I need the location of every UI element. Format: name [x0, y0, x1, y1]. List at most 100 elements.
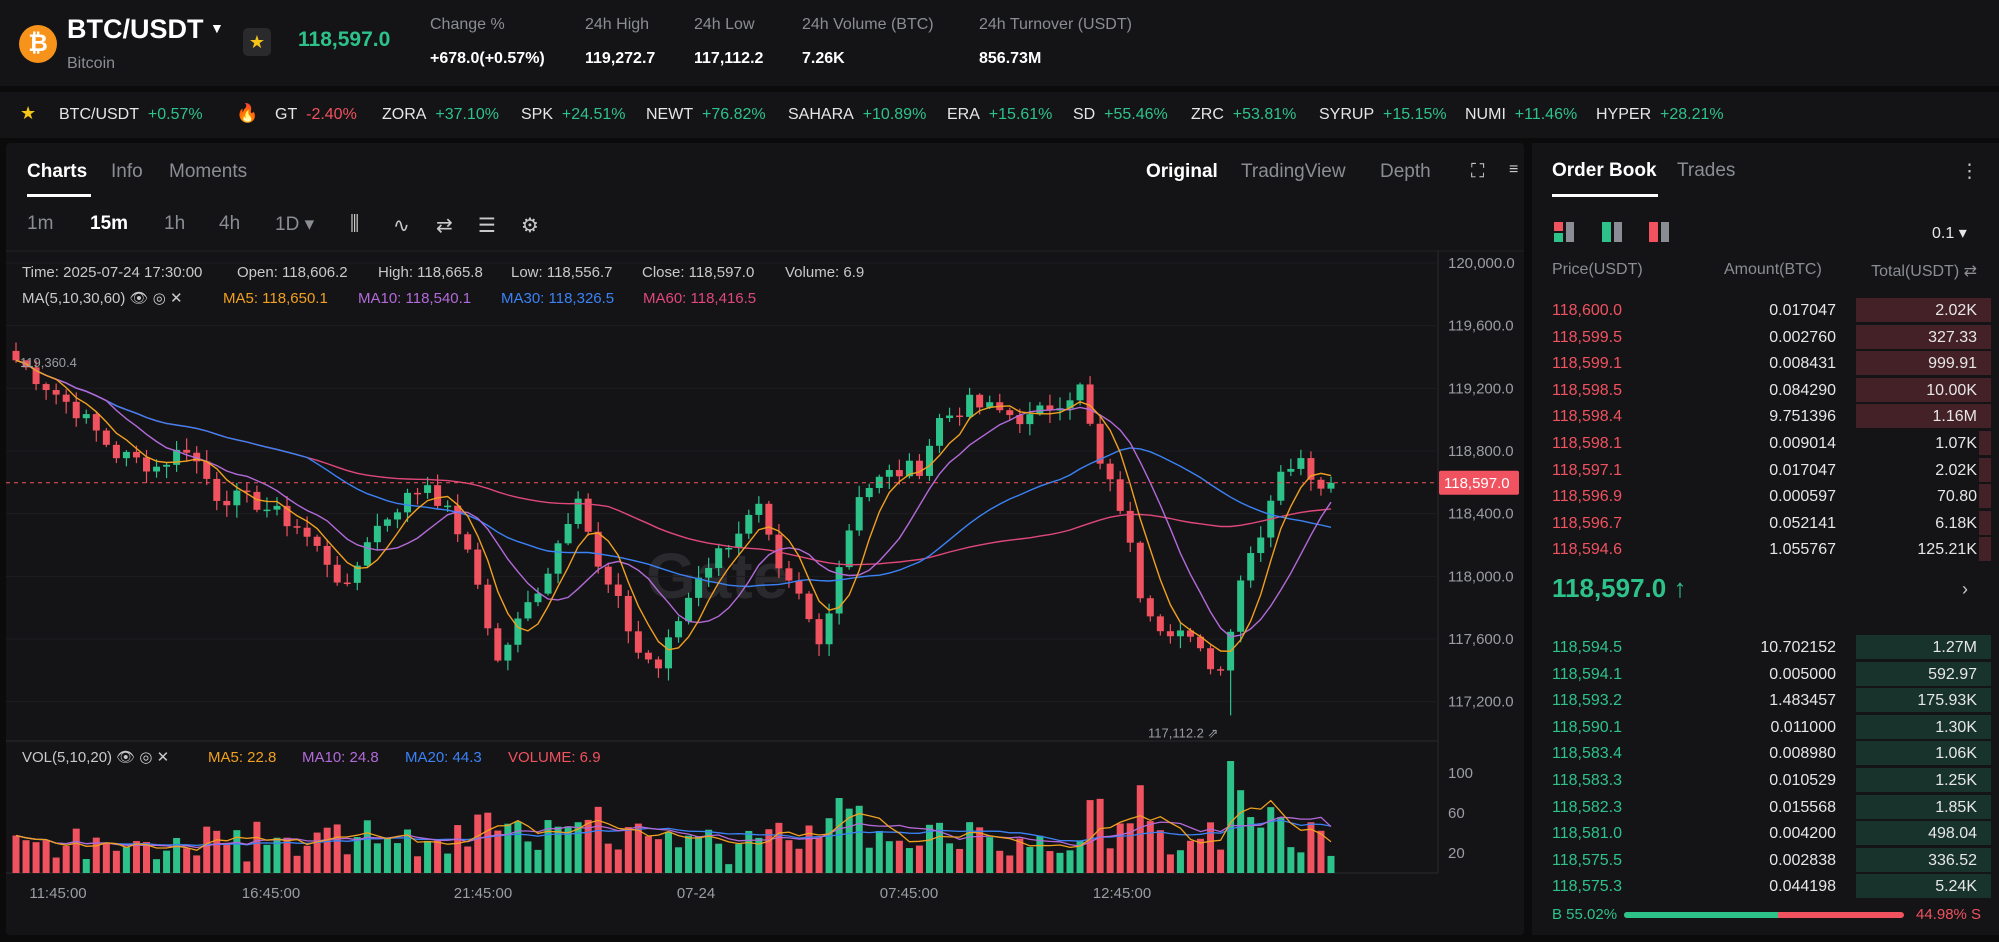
x-tick-label: 11:45:00 — [29, 885, 86, 902]
bid-row[interactable]: 118,582.3 0.015568 1.85K — [1532, 794, 1999, 820]
volume-bar — [1227, 761, 1235, 873]
candle-body — [1156, 616, 1164, 632]
tab-trades[interactable]: Trades — [1677, 160, 1736, 181]
timeframe-4h[interactable]: 4h — [219, 213, 241, 234]
settings-icon[interactable]: ⚙ — [521, 215, 539, 237]
timeframe-15m[interactable]: 15m — [90, 213, 129, 234]
indicator-icon[interactable]: ∿ — [393, 215, 410, 237]
ask-row[interactable]: 118,598.1 0.009014 1.07K — [1532, 430, 1999, 456]
volume-bar — [1056, 852, 1064, 873]
volume-bar — [112, 850, 120, 873]
volume-bar — [173, 837, 181, 873]
favorite-star-button[interactable]: ★ — [243, 28, 271, 56]
list-icon[interactable]: ☰ — [478, 215, 496, 237]
ma-legend-item: MA5: 118,650.1 — [223, 290, 328, 307]
tab-info[interactable]: Info — [111, 161, 143, 182]
price-tick-label: 117,600.0 — [1448, 631, 1514, 648]
ticker-item[interactable]: ZORA +37.10% — [382, 106, 499, 123]
x-tick-label: 16:45:00 — [242, 885, 300, 902]
tab-underline — [27, 194, 91, 197]
ticker-item[interactable]: BTC/USDT +0.57% — [59, 106, 203, 123]
view-depth[interactable]: Depth — [1380, 161, 1431, 182]
header-total[interactable]: Total(USDT) ⇄ — [1871, 263, 1977, 280]
candle-body — [303, 527, 311, 537]
candle-body — [12, 350, 20, 361]
volume-bar — [1307, 822, 1315, 873]
ticker-item[interactable]: SPK +24.51% — [521, 106, 626, 123]
depth-bar — [1856, 661, 1991, 686]
depth-bar — [1856, 688, 1991, 713]
ticker-item[interactable]: SD +55.46% — [1073, 106, 1168, 123]
ticker-item[interactable]: ZRC +53.81% — [1191, 106, 1297, 123]
bid-row[interactable]: 118,583.3 0.010529 1.25K — [1532, 767, 1999, 793]
bid-row[interactable]: 118,594.1 0.005000 592.97 — [1532, 661, 1999, 687]
precision-select[interactable]: 0.1 ▾ — [1932, 225, 1967, 242]
candle-body — [173, 449, 181, 465]
bid-row[interactable]: 118,583.4 0.008980 1.06K — [1532, 740, 1999, 766]
candle-body — [343, 582, 351, 585]
caret-down-icon[interactable]: ▼ — [210, 20, 224, 36]
candle-type-icon[interactable]: ⫼ — [350, 213, 360, 235]
asks-only-view-icon[interactable] — [1649, 222, 1671, 242]
tab-moments[interactable]: Moments — [169, 161, 248, 182]
bid-row[interactable]: 118,581.0 0.004200 498.04 — [1532, 820, 1999, 846]
volume-bar — [1166, 854, 1174, 873]
bid-row[interactable]: 118,594.5 10.702152 1.27M — [1532, 634, 1999, 660]
ask-row[interactable]: 118,596.7 0.052141 6.18K — [1532, 510, 1999, 536]
timeframe-1d[interactable]: 1D ▾ — [275, 214, 315, 235]
row-price: 118,594.1 — [1552, 665, 1622, 683]
ask-row[interactable]: 118,600.0 0.017047 2.02K — [1532, 297, 1999, 323]
ticker-item[interactable]: HYPER +28.21% — [1596, 106, 1724, 123]
row-price: 118,581.0 — [1552, 825, 1622, 843]
timeframe-1h[interactable]: 1h — [164, 213, 186, 234]
ask-row[interactable]: 118,597.1 0.017047 2.02K — [1532, 457, 1999, 483]
tab-charts[interactable]: Charts — [27, 161, 88, 182]
candlestick-chart[interactable]: Gate120,000.0119,600.0119,200.0118,800.0… — [6, 143, 1524, 935]
tab-order-book[interactable]: Order Book — [1552, 160, 1657, 181]
ticker-item[interactable]: NUMI +11.46% — [1465, 106, 1578, 123]
candle-body — [1106, 463, 1114, 480]
candle-body — [464, 534, 472, 550]
volume-bar — [333, 824, 341, 873]
ticker-item[interactable]: SYRUP +15.15% — [1319, 106, 1447, 123]
volume-tick-label: 60 — [1448, 805, 1465, 822]
view-tradingview[interactable]: TradingView — [1241, 161, 1346, 182]
view-original[interactable]: Original — [1146, 161, 1218, 182]
row-amount: 0.008431 — [1769, 355, 1836, 373]
ticker-item[interactable]: ERA +15.61% — [947, 106, 1053, 123]
bids-only-view-icon[interactable] — [1602, 222, 1624, 242]
candle-body — [735, 533, 743, 549]
ask-row[interactable]: 118,594.6 1.055767 125.21K — [1532, 536, 1999, 562]
ma-legend-item: MA10: 118,540.1 — [358, 290, 471, 307]
fullscreen-icon[interactable]: ⛶ — [1471, 161, 1485, 182]
bid-row[interactable]: 118,575.5 0.002838 336.52 — [1532, 847, 1999, 873]
ask-row[interactable]: 118,599.5 0.002760 327.33 — [1532, 324, 1999, 350]
candle-body — [1217, 669, 1225, 671]
ticker-item[interactable]: SAHARA +10.89% — [788, 106, 927, 123]
ask-row[interactable]: 118,598.5 0.084290 10.00K — [1532, 377, 1999, 403]
compare-icon[interactable]: ⇄ — [436, 215, 453, 237]
both-sides-view-icon[interactable] — [1554, 222, 1576, 242]
bid-row[interactable]: 118,575.3 0.044198 5.24K — [1532, 873, 1999, 899]
volume-bar — [805, 825, 813, 873]
more-options-icon[interactable]: ⋮ — [1960, 161, 1979, 182]
menu-icon[interactable]: ≡ — [1509, 161, 1519, 178]
bid-row[interactable]: 118,593.2 1.483457 175.93K — [1532, 687, 1999, 713]
ticker-item[interactable]: NEWT +76.82% — [646, 106, 766, 123]
candle-body — [835, 567, 843, 614]
candle-body — [414, 492, 422, 495]
ask-row[interactable]: 118,598.4 9.751396 1.16M — [1532, 403, 1999, 429]
x-tick-label: 21:45:00 — [454, 885, 512, 902]
star-icon[interactable]: ★ — [20, 103, 37, 123]
candle-body — [976, 394, 984, 408]
ask-row[interactable]: 118,599.1 0.008431 999.91 — [1532, 350, 1999, 376]
chevron-right-icon[interactable]: › — [1962, 579, 1968, 599]
timeframe-1m[interactable]: 1m — [27, 213, 54, 234]
volume-bar — [203, 826, 211, 873]
ask-row[interactable]: 118,596.9 0.000597 70.80 — [1532, 483, 1999, 509]
bid-row[interactable]: 118,590.1 0.011000 1.30K — [1532, 714, 1999, 740]
depth-bar — [1856, 635, 1991, 659]
buy-ratio-fill — [1624, 912, 1779, 918]
ticker-item[interactable]: GT -2.40% — [275, 106, 357, 123]
pair-selector[interactable]: BTC/USDT — [67, 14, 204, 44]
